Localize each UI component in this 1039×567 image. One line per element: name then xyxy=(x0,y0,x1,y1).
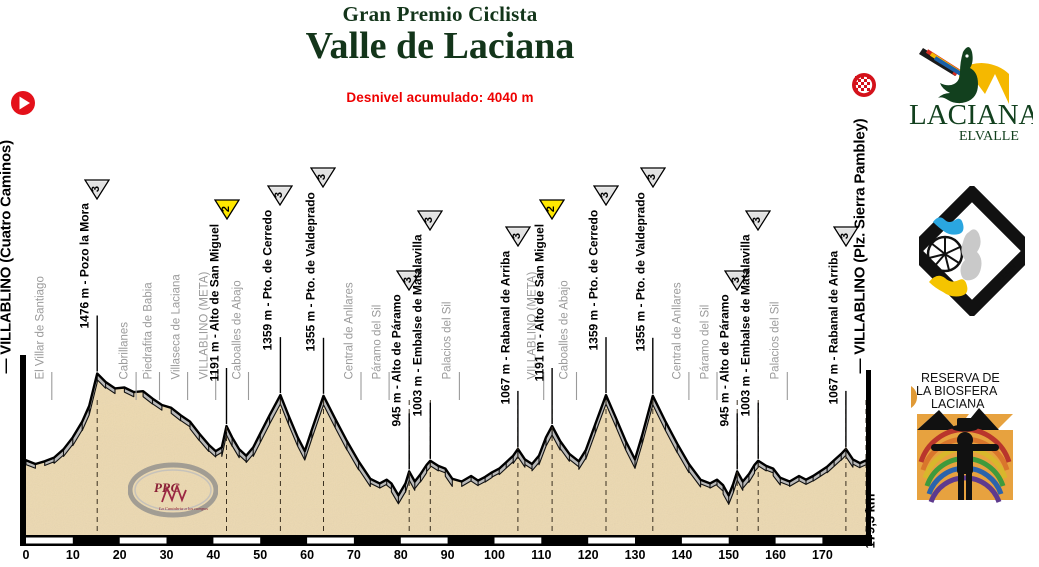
axis-tick-label: 20 xyxy=(112,548,127,562)
axis-tick-label: 110 xyxy=(531,548,552,562)
logo-laciana: LACIANA ELVALLE xyxy=(901,18,1039,146)
axis-tick-label: 10 xyxy=(65,548,80,562)
axis-tick-label: 90 xyxy=(440,548,455,562)
elevation-gain-text: Desnivel acumulado: 4040 m xyxy=(346,90,534,105)
profile-svg xyxy=(20,315,872,546)
distance-axis-bar xyxy=(20,535,872,546)
axis-bar-segment xyxy=(119,537,167,544)
logo-cuatro-valles: CUATRO VALLES LEÓN xyxy=(904,125,1039,319)
terrain-ridge-line xyxy=(24,372,868,497)
axis-tick-label: 60 xyxy=(300,548,315,562)
start-flag-icon xyxy=(10,90,36,116)
page-title: Valle de Laciana xyxy=(305,25,575,67)
logo-reserva-line3: LACIANA xyxy=(931,397,985,411)
axis-right-wall xyxy=(866,370,871,535)
axis-tick-label: 30 xyxy=(159,548,174,562)
finish-flag-icon xyxy=(851,72,877,98)
logo-cuatro-word2: VALLES xyxy=(995,186,1025,207)
axis-tick-label: 140 xyxy=(671,548,693,562)
terrain-ridge-band xyxy=(25,372,867,505)
axis-left-wall xyxy=(20,355,26,535)
axis-bar-segment xyxy=(681,537,729,544)
axis-bar-segment xyxy=(775,537,823,544)
axis-tick-label: 150 xyxy=(718,548,740,562)
axis-tick-label: 50 xyxy=(253,548,268,562)
axis-bar-segment xyxy=(494,537,542,544)
elevation-profile-chart: 0 10 20 30 40 50 60 70 80 90 100 110 120 130 140 150 160… xyxy=(0,72,878,562)
axis-tick-label: 120 xyxy=(577,548,599,562)
axis-tick-label: 130 xyxy=(624,548,646,562)
logo-laciana-name: LACIANA xyxy=(909,99,1033,131)
axis-bar-segment xyxy=(26,537,73,544)
axis-tick-label: 0 xyxy=(22,548,30,562)
axis-tick-label: 40 xyxy=(206,548,221,562)
axis-bar-segment xyxy=(588,537,635,544)
axis-bar-segment xyxy=(400,537,448,544)
axis-tick-label: 70 xyxy=(346,548,361,562)
axis-tick-label: 80 xyxy=(393,548,408,562)
logo-reserva-biosfera: RESERVA DE LA BIOSFERA LACIANA xyxy=(905,368,1025,516)
sponsor-logos: LACIANA ELVALLE xyxy=(893,0,1039,567)
logo-reserva-line1: RESERVA DE xyxy=(921,371,1000,385)
title-block: Gran Premio Ciclista Valle de Laciana xyxy=(0,2,880,67)
axis-tick-label: 100 xyxy=(484,548,505,562)
axis-tick-label: 160 xyxy=(765,548,786,562)
logo-laciana-tagline: ELVALLE xyxy=(959,129,1019,144)
event-subtitle: Gran Premio Ciclista xyxy=(342,2,538,26)
axis-bar-segment xyxy=(213,537,261,544)
axis-bar-segment xyxy=(307,537,354,544)
summit-leader-lines xyxy=(51,315,847,470)
logo-reserva-line2: LA BIOSFERA xyxy=(916,384,998,398)
axis-tick-label: 170 xyxy=(811,548,833,562)
